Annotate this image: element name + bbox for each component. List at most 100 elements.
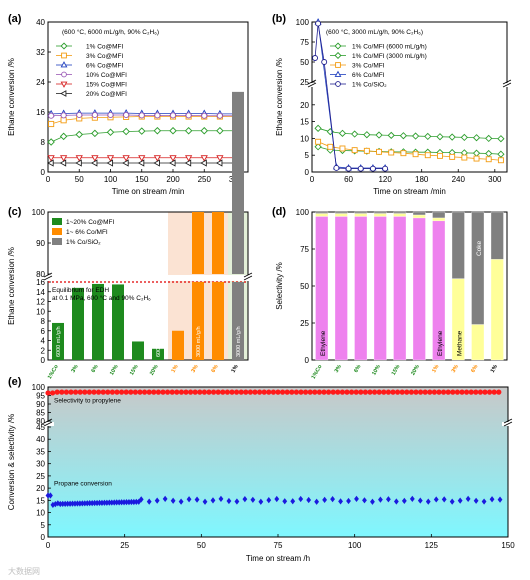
stacked-bar-segment [354, 211, 368, 214]
data-point [457, 497, 463, 504]
data-point [79, 500, 85, 507]
data-point [47, 138, 55, 146]
panel-label-a: (a) [8, 13, 22, 25]
y-tick-label: 5 [41, 521, 46, 530]
data-point [349, 389, 355, 395]
category-label: 1% [431, 364, 440, 374]
data-point [372, 389, 378, 395]
bar [132, 341, 144, 360]
legend-entry: 1% Co/MFI (3000 mL/g/h) [352, 53, 427, 60]
y-tick-label: 10 [36, 509, 45, 518]
y-tick-label: 10 [300, 134, 309, 143]
data-point [174, 389, 180, 395]
data-point [188, 389, 194, 395]
data-point [75, 500, 80, 507]
x-tick-label: 60 [344, 175, 353, 184]
bar [72, 287, 84, 360]
data-point [137, 127, 146, 135]
data-point [170, 497, 176, 504]
data-point [65, 500, 71, 507]
legend-entry: 1~20% Co@MFI [66, 219, 115, 226]
axis-break-mark [502, 82, 512, 88]
data-point [459, 389, 465, 395]
y-tick-label: 100 [296, 18, 310, 27]
data-point [72, 500, 78, 507]
legend-marker [60, 61, 68, 68]
bar [172, 330, 184, 360]
data-point [482, 389, 488, 395]
data-point [339, 145, 346, 152]
series-annotation: Selectivity to propylene [54, 397, 121, 404]
data-point [399, 389, 405, 395]
x-tick-label: 180 [415, 175, 429, 184]
data-point [449, 153, 456, 160]
data-point [67, 500, 73, 507]
data-point [417, 497, 423, 504]
y-tick-label: 14 [36, 288, 45, 297]
y-tick-label: 100 [32, 208, 46, 217]
category-label: 1%Co [311, 363, 324, 380]
series-annotation: Propane conversion [54, 481, 112, 488]
legend-swatch [52, 228, 62, 235]
data-point [497, 496, 503, 503]
data-point [465, 495, 471, 502]
y-tick-label: 45 [36, 423, 45, 432]
data-point [109, 499, 115, 506]
data-point [353, 389, 359, 395]
data-point [45, 492, 51, 499]
chart-annotation: (600 °C, 6000 mL/g/h, 90% C₂H₆) [62, 28, 159, 36]
y-tick-label: 25 [300, 78, 309, 87]
stacked-bar-segment [412, 211, 426, 216]
panel-label-d: (d) [272, 206, 286, 218]
axis-break-mark [307, 82, 317, 88]
data-point [314, 124, 322, 132]
data-point [106, 499, 112, 506]
x-tick-label: 0 [46, 175, 51, 184]
x-axis-label: Time on stream /h [246, 554, 310, 563]
data-point [106, 155, 115, 162]
data-point [116, 499, 122, 506]
data-point [77, 500, 83, 507]
data-point [47, 159, 54, 167]
series-line [317, 141, 501, 161]
stacked-bar-segment [315, 211, 329, 214]
data-point [211, 389, 217, 395]
data-point [400, 150, 407, 157]
equilibrium-annotation: Equilibrium for EDH [52, 287, 109, 294]
plot-background [48, 387, 508, 537]
data-point [351, 147, 358, 154]
data-point [378, 496, 383, 503]
stacked-bar-segment [412, 217, 426, 361]
data-point [314, 498, 320, 505]
bar-label: Ethylene [437, 330, 444, 356]
y-tick-label: 8 [41, 317, 46, 326]
data-point [201, 389, 207, 395]
data-point [185, 112, 192, 119]
legend-marker [61, 52, 67, 59]
data-point [122, 127, 130, 136]
y-axis-label: Ethane conversion /% [7, 58, 16, 136]
data-point [363, 147, 370, 154]
data-point [375, 131, 383, 139]
data-point [47, 155, 55, 162]
data-point [91, 389, 97, 395]
y-tick-label: 32 [36, 48, 45, 57]
data-point [441, 496, 447, 503]
legend-entry: 1~ 6% Co/MFI [66, 229, 108, 236]
category-label: 20% [149, 364, 160, 377]
stacked-bar-segment [315, 213, 329, 217]
x-tick-label: 150 [501, 541, 515, 550]
data-point [362, 389, 368, 395]
data-point [229, 389, 235, 395]
data-point [464, 389, 470, 395]
category-label: 6% [91, 364, 100, 374]
data-point [77, 389, 83, 395]
data-point [75, 155, 83, 162]
x-tick-label: 75 [274, 541, 283, 550]
y-tick-label: 95 [36, 392, 45, 401]
data-point [290, 498, 296, 505]
data-point [339, 389, 345, 395]
y-tick-label: 4 [41, 337, 46, 346]
data-point [274, 495, 280, 503]
data-point [473, 497, 479, 504]
